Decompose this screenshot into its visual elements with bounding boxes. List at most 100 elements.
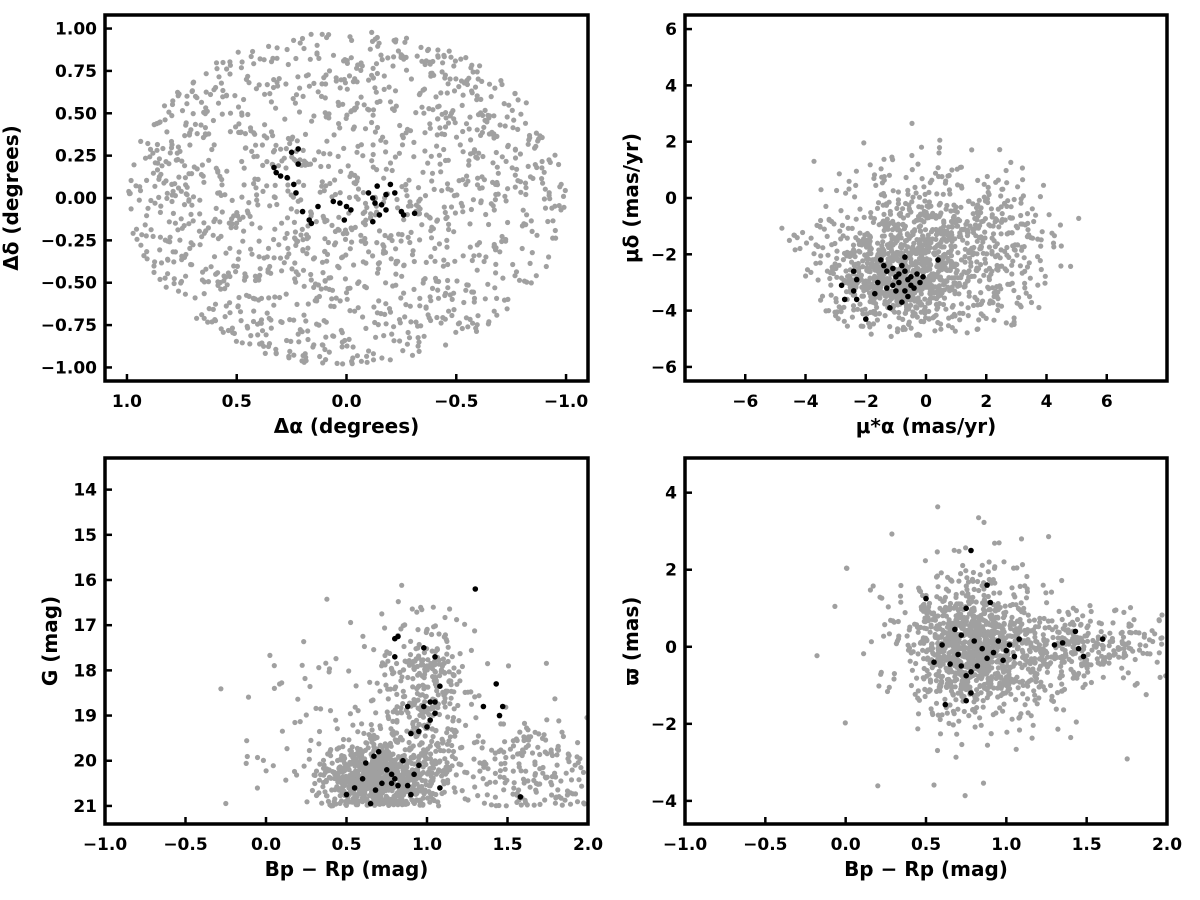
field-star-point bbox=[444, 760, 450, 766]
field-star-point bbox=[910, 649, 916, 655]
field-star-point bbox=[386, 306, 393, 312]
field-star-point bbox=[259, 328, 266, 334]
field-star-point bbox=[336, 121, 342, 127]
field-star-point bbox=[579, 783, 585, 789]
field-star-point bbox=[499, 81, 505, 88]
field-star-point bbox=[977, 223, 983, 229]
field-star-point bbox=[237, 309, 244, 315]
field-star-point bbox=[492, 285, 498, 291]
field-star-point bbox=[341, 76, 347, 83]
field-star-point bbox=[470, 774, 476, 780]
member-star-point bbox=[376, 212, 383, 218]
field-star-point bbox=[454, 278, 460, 284]
field-star-point bbox=[537, 751, 543, 758]
field-star-point bbox=[927, 297, 933, 303]
field-star-point bbox=[1119, 665, 1125, 671]
field-star-point bbox=[985, 569, 991, 575]
field-star-point bbox=[933, 312, 939, 318]
field-star-point bbox=[960, 227, 966, 233]
field-star-point bbox=[187, 142, 193, 148]
field-star-point bbox=[800, 229, 806, 236]
field-star-point bbox=[315, 282, 321, 288]
field-star-point bbox=[525, 742, 531, 749]
field-star-point bbox=[294, 209, 300, 215]
field-star-point bbox=[201, 291, 207, 297]
field-star-point bbox=[389, 106, 396, 112]
field-star-point bbox=[468, 647, 474, 654]
field-star-point bbox=[1018, 304, 1024, 310]
field-star-point bbox=[398, 734, 404, 740]
field-star-point bbox=[476, 150, 482, 156]
member-star-point bbox=[387, 181, 394, 188]
field-star-point bbox=[407, 652, 414, 658]
field-star-point bbox=[565, 751, 571, 757]
field-star-point bbox=[418, 604, 424, 611]
field-star-point bbox=[367, 46, 373, 52]
field-star-point bbox=[141, 253, 147, 259]
field-star-point bbox=[956, 281, 962, 288]
field-star-point bbox=[391, 338, 397, 344]
field-star-point bbox=[355, 143, 361, 149]
field-star-point bbox=[369, 119, 375, 126]
field-star-point bbox=[893, 641, 900, 647]
field-star-point bbox=[326, 286, 332, 292]
member-star-point bbox=[905, 293, 911, 300]
field-star-point bbox=[936, 283, 943, 289]
field-star-point bbox=[949, 238, 955, 244]
field-star-point bbox=[912, 311, 918, 317]
field-star-point bbox=[875, 200, 882, 206]
member-star-point bbox=[363, 760, 369, 766]
field-star-point bbox=[417, 295, 423, 301]
field-star-point bbox=[1033, 212, 1039, 218]
field-star-point bbox=[826, 217, 832, 223]
field-star-point bbox=[502, 760, 508, 766]
field-star-point bbox=[490, 160, 496, 166]
field-star-point bbox=[387, 160, 394, 166]
field-star-point bbox=[475, 76, 481, 82]
field-star-point bbox=[472, 694, 478, 700]
field-star-point bbox=[860, 311, 866, 317]
field-star-point bbox=[529, 228, 535, 234]
field-star-point bbox=[493, 270, 499, 276]
field-star-point bbox=[143, 233, 149, 239]
field-star-point bbox=[472, 628, 478, 634]
field-star-point bbox=[382, 232, 388, 239]
field-star-point bbox=[261, 133, 267, 139]
field-star-point bbox=[959, 185, 965, 191]
field-star-point bbox=[459, 788, 465, 794]
field-star-point bbox=[998, 193, 1004, 199]
field-star-point bbox=[481, 764, 487, 770]
field-star-point bbox=[392, 39, 399, 45]
field-star-point bbox=[213, 205, 219, 211]
field-star-point bbox=[233, 124, 239, 130]
x-tick-label: 0.0 bbox=[251, 835, 281, 855]
field-star-point bbox=[347, 246, 353, 252]
field-star-point bbox=[881, 193, 888, 199]
field-star-point bbox=[480, 153, 486, 160]
field-star-point bbox=[383, 149, 389, 155]
pm-y-axis-label: μδ (mas/yr) bbox=[619, 133, 643, 263]
field-star-point bbox=[139, 232, 145, 238]
field-star-point bbox=[1004, 180, 1010, 186]
field-star-point bbox=[370, 75, 376, 81]
field-star-point bbox=[459, 203, 465, 209]
field-star-point bbox=[952, 207, 958, 214]
field-star-point bbox=[817, 260, 823, 266]
field-star-point bbox=[248, 246, 254, 252]
field-star-point bbox=[272, 226, 278, 232]
field-star-point bbox=[354, 149, 360, 155]
field-star-point bbox=[288, 206, 294, 212]
field-star-point bbox=[467, 151, 474, 157]
field-star-point bbox=[927, 180, 933, 186]
field-star-point bbox=[803, 240, 810, 246]
field-star-point bbox=[421, 650, 427, 656]
field-star-point bbox=[227, 62, 233, 68]
field-star-point bbox=[257, 272, 263, 278]
field-star-point bbox=[403, 302, 409, 308]
field-star-point bbox=[1032, 634, 1038, 640]
field-star-point bbox=[460, 128, 466, 135]
field-star-point bbox=[244, 753, 250, 760]
field-star-point bbox=[454, 681, 460, 687]
field-star-point bbox=[188, 127, 194, 133]
field-star-point bbox=[151, 122, 157, 128]
